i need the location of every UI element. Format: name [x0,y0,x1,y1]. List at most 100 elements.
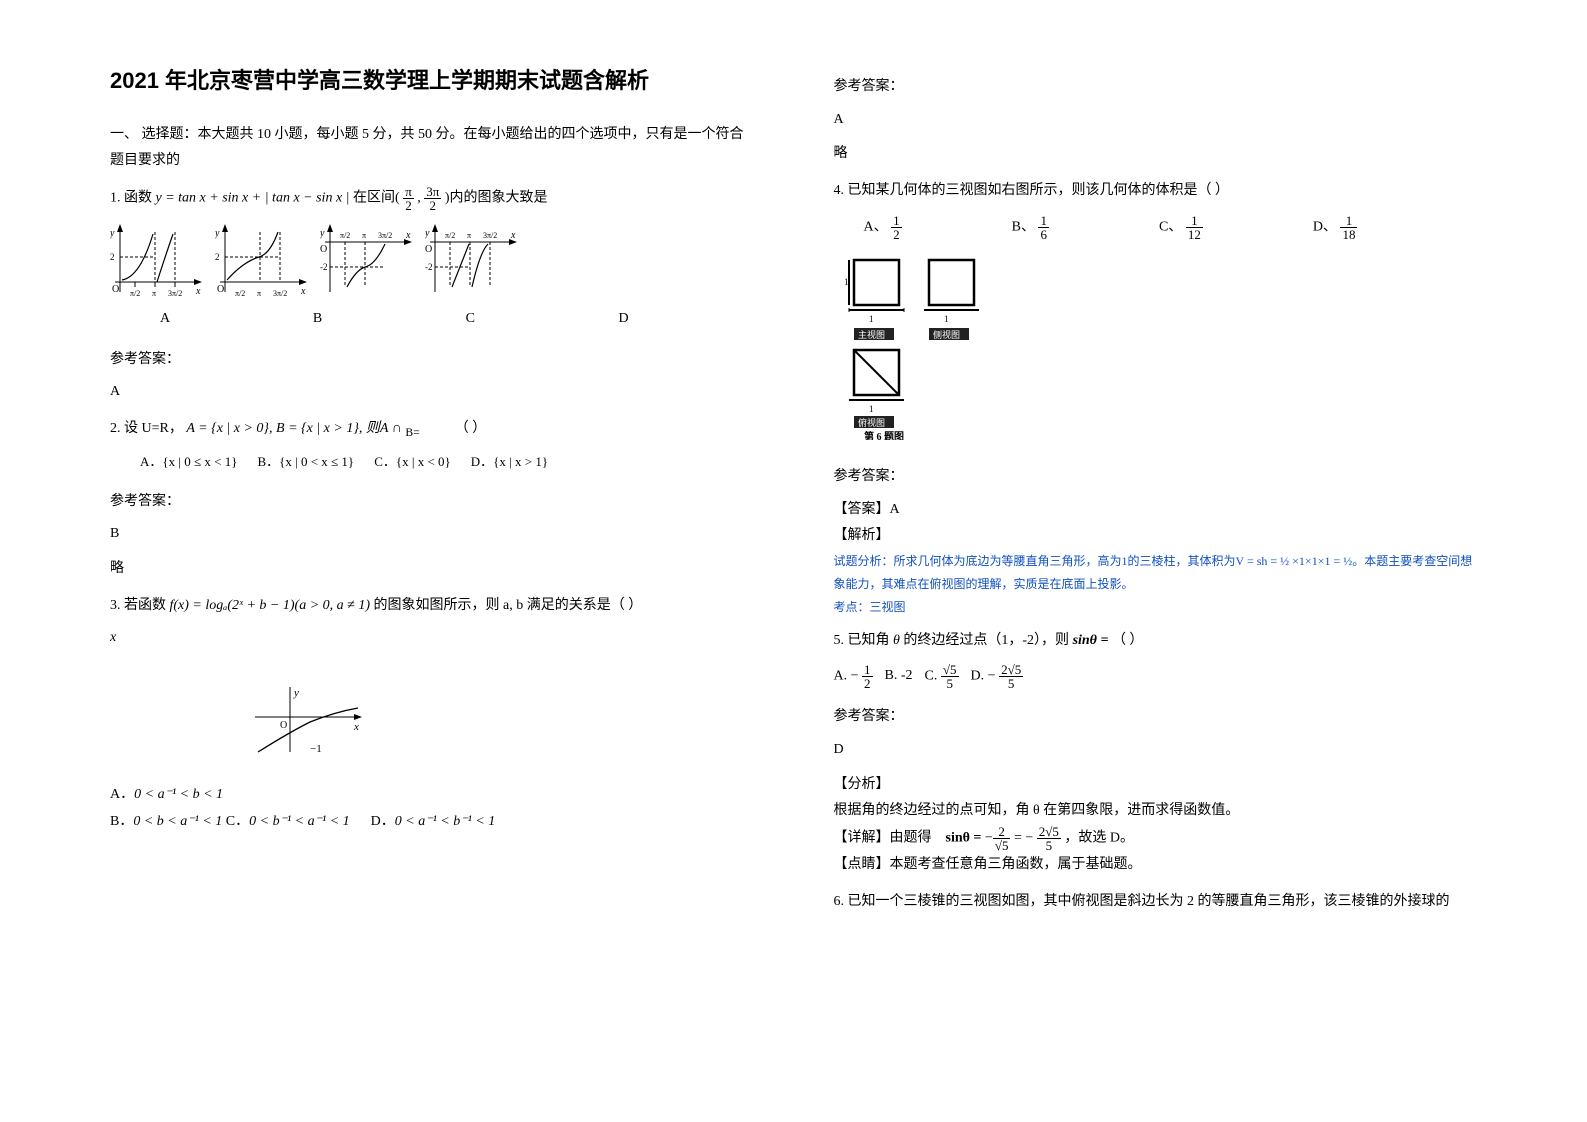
q1-stem-mid: 在区间( [353,191,400,206]
svg-text:O: O [217,284,224,295]
q2: 2. 设 U=R， A = {x | x > 0}, B = {x | x > … [110,416,754,444]
q4-three-view: 1 1 1 主视图 侧视图 1 俯视图 第 6 题图 [844,250,1478,451]
q4-opt-d: D、 118 [1313,214,1358,241]
q4-c-den: 12 [1186,228,1203,241]
q6-stem: 6. 已知一个三棱锥的三视图如图，其中俯视图是斜边长为 2 的等腰直角三角形，该… [834,889,1478,916]
svg-text:π: π [152,289,156,298]
q4-stem: 4. 已知某几何体的三视图如右图所示，则该几何体的体积是（ ） [834,178,1478,205]
exam-title: 2021 年北京枣营中学高三数学理上学期期末试题含解析 [110,60,754,102]
q4-opts: A、 12 B、 16 C、 112 D、 118 [864,214,1478,241]
q2-opt-a-val: {x | 0 ≤ x < 1} [162,454,237,469]
svg-text:y: y [293,687,299,699]
q5-d-num: 2√5 [999,663,1023,677]
q5-b-val: -2 [901,668,913,683]
q4-a-den: 2 [891,228,902,241]
svg-text:2: 2 [110,252,115,262]
q3-func: f(x) = logₐ(2ˣ + b − 1)(a > 0, a ≠ 1) [170,598,370,613]
q5-detail-tag: 【详解】由题得 [834,830,932,845]
q3-answer-label: 参考答案： [834,74,1478,101]
q1-graph-d: y x O -2 π/2 π 3π/2 [425,222,520,302]
q4-opt-a-pre: A、 [864,220,888,235]
q4-b-num: 1 [1038,214,1049,228]
q4-answer-tag: 【答案】A [834,497,1478,524]
svg-text:O: O [112,284,119,295]
q2-opt-b: B．{x | 0 < x ≤ 1} [257,450,354,475]
q1-interval-l: π 2 [403,185,414,212]
q5-dianjing: 【点睛】本题考查任意角三角函数，属于基础题。 [834,852,1478,879]
q1-graph-labels: A B C D [120,306,754,333]
q2-paren: （ ） [455,421,487,436]
q4-three-view-svg: 1 1 1 主视图 侧视图 1 俯视图 第 6 题图 [844,250,1004,440]
q5-det-d1: √5 [993,839,1011,852]
q5-answer: D [834,737,1478,764]
svg-text:π/2: π/2 [340,231,350,240]
svg-text:x: x [353,721,359,733]
svg-text:−1: −1 [310,743,322,755]
svg-text:x: x [405,230,411,241]
q5-analysis: 根据角的终边经过的点可知，角 θ 在第四象限，进而求得函数值。 [834,798,1478,825]
q2-opt-a: A．{x | 0 ≤ x < 1} [140,450,237,475]
q1-func: y = tan x + sin x + | tan x − sin x | [156,191,350,206]
q5-detail-lhs: sinθ = [946,830,982,845]
q2-note: 略 [110,556,754,583]
q2-opt-d: D．{x | x > 1} [471,450,548,475]
svg-text:3π/2: 3π/2 [378,231,392,240]
q1-ir-den: 2 [424,199,441,212]
q5-theta: θ [893,633,900,648]
svg-text:π/2: π/2 [235,289,245,298]
svg-text:-2: -2 [320,262,328,272]
left-column: 2021 年北京枣营中学高三数学理上学期期末试题含解析 一、 选择题：本大题共 … [90,60,794,1092]
svg-text:x: x [195,286,201,297]
q1-interval-r: 3π 2 [424,185,441,212]
q2-opt-c: C．{x | x < 0} [374,450,451,475]
q3: 3. 若函数 f(x) = logₐ(2ˣ + b − 1)(a > 0, a … [110,593,754,620]
q5-detail: 【详解】由题得 sinθ = −2√5 = − 2√55 ，故选 D。 [834,825,1478,852]
q3-opt-d: 0 < a⁻¹ < b⁻¹ < 1 [395,814,496,829]
q5-a-den: 2 [862,677,873,690]
q4-opt-c-pre: C、 [1159,220,1182,235]
q3-x-label: x [110,625,754,652]
q5-a-pre: A. [834,669,848,684]
svg-text:π/2: π/2 [130,289,140,298]
svg-text:3π/2: 3π/2 [483,231,497,240]
q4-opt-a: A、 12 [864,214,902,241]
q2-opt-d-val: {x | x > 1} [493,454,548,469]
q5-pre: 5. 已知角 [834,633,890,648]
svg-text:y: y [110,228,115,239]
q2-answer-label: 参考答案： [110,489,754,516]
q3-stem-post: 的图象如图所示，则 a, b 满足的关系是（ ） [373,598,642,613]
q1-graph-b: y x O 2 π/2 π 3π/2 [215,222,310,302]
svg-text:2: 2 [215,252,220,262]
q4-opt-d-pre: D、 [1313,220,1337,235]
q3-stem-pre: 3. 若函数 [110,598,166,613]
q3-graph-wrap: y x O −1 [250,682,754,773]
svg-text:π: π [467,231,471,240]
top-view-label: 俯视图 [858,417,885,428]
q4-opt-c: C、 112 [1159,214,1203,241]
svg-text:1: 1 [844,277,849,287]
svg-text:1: 1 [869,314,874,324]
q4-d-num: 1 [1340,214,1357,228]
svg-text:3π/2: 3π/2 [168,289,182,298]
q4-caption: 第 6 题图 [864,430,904,440]
q1-answer: A [110,379,754,406]
q1-graph-c: y x O -2 π/2 π 3π/2 [320,222,415,302]
q4-c-num: 1 [1186,214,1203,228]
q5-det-n2: 2√5 [1037,825,1061,839]
section-1-heading: 一、 选择题：本大题共 10 小题，每小题 5 分，共 50 分。在每小题给出的… [110,122,754,175]
svg-text:π/2: π/2 [445,231,455,240]
q2-set: A = {x | x > 0}, B = {x | x > 1}, 则A ∩ [186,421,405,436]
q5-c-pre: C. [925,669,938,684]
front-view-label: 主视图 [858,329,885,340]
q4-answer-label: 参考答案： [834,464,1478,491]
svg-text:y: y [215,228,220,239]
svg-text:x: x [300,286,306,297]
q1: 1. 函数 y = tan x + sin x + | tan x − sin … [110,185,754,212]
q4-parse-tag: 【解析】 [834,523,1478,550]
q5-det-d2: 5 [1037,839,1061,852]
q3-answer: A [834,107,1478,134]
svg-text:O: O [320,244,327,255]
q5-opt-d: D. − 2√55 [971,663,1024,690]
right-column: 参考答案： A 略 4. 已知某几何体的三视图如右图所示，则该几何体的体积是（ … [794,60,1498,1092]
q4-kaodian: 考点：三视图 [834,596,1478,619]
